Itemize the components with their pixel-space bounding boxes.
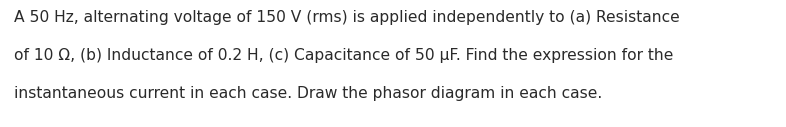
Text: A 50 Hz, alternating voltage of 150 V (rms) is applied independently to (a) Resi: A 50 Hz, alternating voltage of 150 V (r…	[14, 10, 680, 25]
Text: of 10 Ω, (b) Inductance of 0.2 H, (c) Capacitance of 50 µF. Find the expression : of 10 Ω, (b) Inductance of 0.2 H, (c) Ca…	[14, 48, 674, 63]
Text: instantaneous current in each case. Draw the phasor diagram in each case.: instantaneous current in each case. Draw…	[14, 86, 602, 101]
